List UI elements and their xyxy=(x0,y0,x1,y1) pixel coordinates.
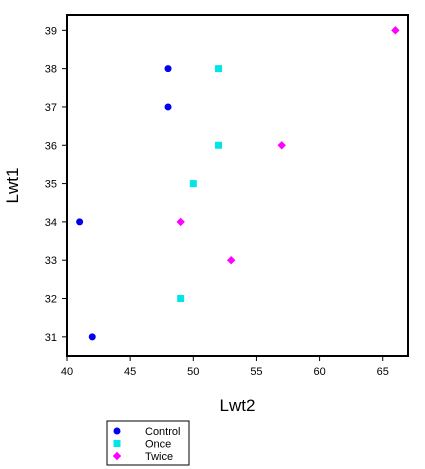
legend-marker-control xyxy=(113,427,121,435)
legend-label-twice: Twice xyxy=(145,451,173,463)
x-tick-label: 50 xyxy=(187,366,199,378)
y-tick-label: 39 xyxy=(45,25,57,37)
data-point-control xyxy=(164,65,172,73)
data-point-control xyxy=(88,333,96,341)
legend-marker-twice xyxy=(112,451,122,461)
legend-label-control: Control xyxy=(145,426,180,438)
x-tick-label: 65 xyxy=(377,366,389,378)
y-tick-label: 35 xyxy=(45,179,57,191)
data-point-once xyxy=(215,141,223,149)
plot-frame xyxy=(66,14,409,357)
y-tick-label: 33 xyxy=(45,255,57,267)
data-point-once xyxy=(215,65,223,73)
data-point-control xyxy=(164,103,172,111)
ticks: 40 45 50 55 60 65 31 32 33 34 35 36 37 38 39 xyxy=(45,25,389,378)
y-tick-label: 32 xyxy=(45,294,57,306)
y-tick-label: 37 xyxy=(45,102,57,114)
data-point-twice xyxy=(391,26,400,35)
data-points xyxy=(76,26,400,341)
legend-label-once: Once xyxy=(145,439,171,451)
y-tick-label: 38 xyxy=(45,64,57,76)
axes xyxy=(66,14,409,357)
x-tick-label: 45 xyxy=(124,366,136,378)
x-axis-title: Lwt2 xyxy=(220,396,256,415)
data-point-twice xyxy=(277,141,286,150)
y-axis-title: Lwt1 xyxy=(3,168,22,204)
x-tick-label: 40 xyxy=(61,366,73,378)
y-tick-label: 34 xyxy=(45,217,57,229)
data-point-twice xyxy=(176,217,185,227)
legend-box xyxy=(106,420,190,466)
y-tick-label: 31 xyxy=(45,332,57,344)
data-point-twice xyxy=(226,256,236,265)
x-tick-label: 55 xyxy=(250,366,262,378)
legend-marker-once xyxy=(113,440,121,447)
y-tick-label: 36 xyxy=(45,140,57,152)
data-point-once xyxy=(177,295,185,303)
data-point-control xyxy=(76,218,84,226)
data-point-once xyxy=(189,180,197,188)
x-tick-label: 60 xyxy=(313,366,325,378)
